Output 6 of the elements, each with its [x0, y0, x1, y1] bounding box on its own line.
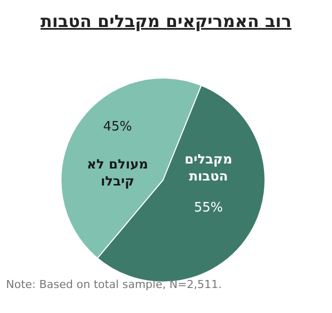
data-label: 55% — [194, 200, 223, 216]
data-label: 45% — [103, 120, 132, 135]
slice-label: מעולם לא קיבלו — [86, 158, 148, 190]
slice-label: מקבלים הטבות — [184, 152, 232, 184]
chart-title: רוב האמריקאים מקבלים הטבות — [40, 12, 292, 32]
text: Note: Based on total sample, N=2,511. — [6, 278, 222, 291]
